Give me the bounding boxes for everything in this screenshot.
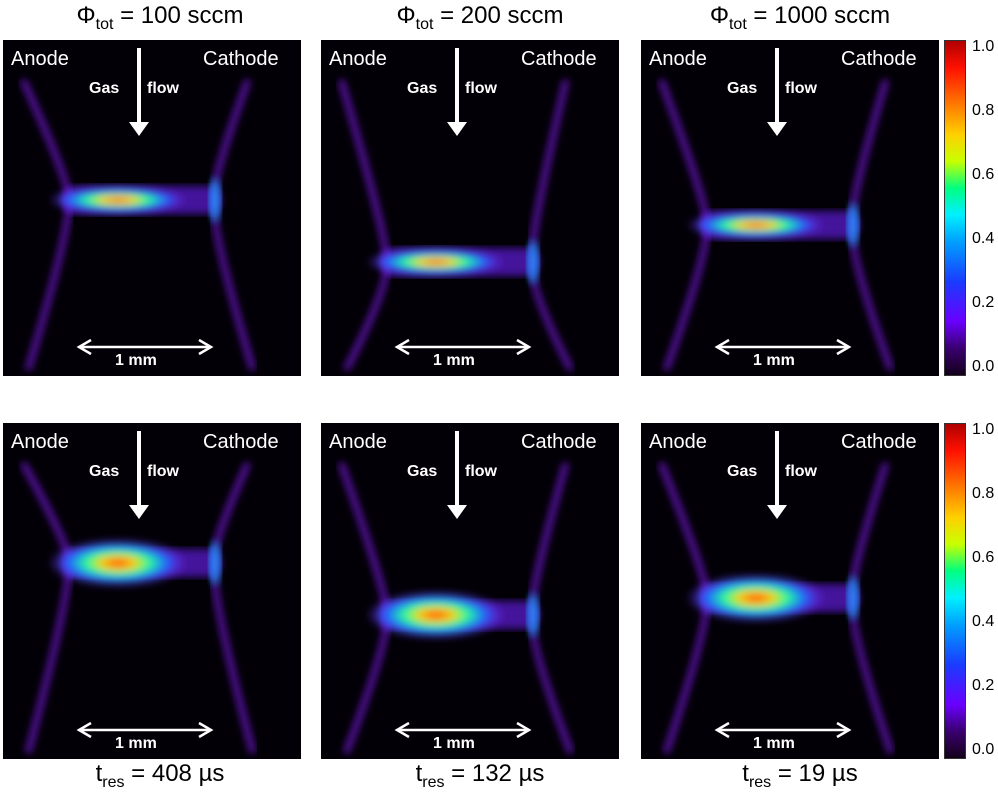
colorbar-tick: 0.0 — [972, 358, 995, 375]
discharge-glow — [338, 431, 574, 755]
cathode-label: Cathode — [203, 431, 279, 453]
scale-bar-label: 1 mm — [753, 352, 795, 369]
cathode-label: Cathode — [841, 48, 917, 70]
flow-label: flow — [147, 463, 179, 480]
scale-bar-label: 1 mm — [115, 735, 157, 752]
anode-label: Anode — [649, 431, 707, 453]
scale-bar-label: 1 mm — [433, 735, 475, 752]
residence-time-2: tres = 132 µs — [415, 760, 545, 791]
discharge-image: Anode Cathode Gas flow 1 mm — [641, 423, 939, 759]
colorbar-top — [944, 40, 966, 376]
scale-bar-label: 1 mm — [433, 352, 475, 369]
anode-label: Anode — [329, 431, 387, 453]
column-title-3: Φtot = 1000 sccm — [709, 2, 891, 33]
discharge-glow — [658, 431, 894, 754]
discharge-image: Anode Cathode Gas flow 1 mm — [3, 423, 301, 759]
gas-label: Gas — [89, 80, 120, 97]
colorbar-tick: 0.4 — [972, 613, 995, 630]
cathode-label: Cathode — [521, 48, 597, 70]
residence-time-1: tres = 408 µs — [95, 760, 225, 791]
gas-label: Gas — [727, 463, 758, 480]
column-title-1: Φtot = 100 sccm — [76, 2, 244, 33]
anode-label: Anode — [329, 48, 387, 70]
flow-label: flow — [785, 463, 817, 480]
scale-bar-label: 1 mm — [115, 352, 157, 369]
discharge-image: Anode Cathode Gas flow 1 mm — [321, 40, 619, 376]
colorbar-tick: 0.2 — [972, 677, 995, 694]
discharge-glow — [658, 48, 894, 372]
anode-label: Anode — [11, 431, 69, 453]
discharge-glow — [20, 48, 256, 371]
scale-bar-label: 1 mm — [753, 735, 795, 752]
column-title-2: Φtot = 200 sccm — [396, 2, 564, 33]
gas-label: Gas — [407, 80, 438, 97]
discharge-glow — [20, 431, 256, 754]
gas-label: Gas — [407, 463, 438, 480]
colorbar-tick: 0.6 — [972, 166, 995, 183]
discharge-image: Anode Cathode Gas flow 1 mm — [3, 40, 301, 376]
colorbar-tick: 1.0 — [972, 421, 995, 438]
gas-label: Gas — [727, 80, 758, 97]
anode-label: Anode — [649, 48, 707, 70]
flow-label: flow — [465, 463, 497, 480]
anode-label: Anode — [11, 48, 69, 70]
colorbar-tick: 0.0 — [972, 741, 995, 758]
gas-label: Gas — [89, 463, 120, 480]
colorbar-tick: 0.4 — [972, 230, 995, 247]
discharge-image: Anode Cathode Gas flow 1 mm — [641, 40, 939, 376]
colorbar-tick: 0.6 — [972, 549, 995, 566]
residence-time-3: tres = 19 µs — [742, 760, 858, 791]
colorbar-tick: 0.8 — [972, 485, 995, 502]
cathode-label: Cathode — [841, 431, 917, 453]
colorbar-tick: 1.0 — [972, 38, 995, 55]
colorbar-tick: 0.2 — [972, 294, 995, 311]
flow-label: flow — [465, 80, 497, 97]
discharge-image: Anode Cathode Gas flow 1 mm — [321, 423, 619, 759]
cathode-label: Cathode — [203, 48, 279, 70]
flow-label: flow — [147, 80, 179, 97]
colorbar-tick: 0.8 — [972, 102, 995, 119]
discharge-glow — [338, 48, 574, 372]
colorbar-bottom — [944, 423, 966, 759]
flow-label: flow — [785, 80, 817, 97]
cathode-label: Cathode — [521, 431, 597, 453]
